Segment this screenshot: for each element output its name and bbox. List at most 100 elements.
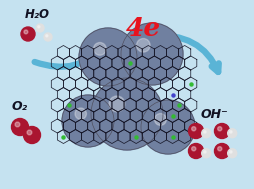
Point (102, 65, 106, 68)
Point (99, 34, 103, 37)
Point (103, 88, 107, 91)
Point (92, 108, 96, 111)
Point (71, 125, 75, 128)
Point (124, 105, 128, 108)
Point (143, 57, 147, 60)
Point (83, 51, 87, 54)
Point (149, 32, 153, 35)
Point (138, 73, 142, 76)
Point (161, 49, 165, 52)
Point (109, 47, 114, 50)
Point (130, 57, 134, 60)
Point (100, 37, 104, 40)
Point (127, 58, 131, 61)
Point (158, 128, 162, 131)
Point (94, 121, 99, 124)
Point (136, 122, 140, 125)
Point (151, 119, 155, 122)
Point (116, 98, 120, 101)
Point (137, 82, 141, 85)
Point (119, 132, 123, 135)
Point (112, 119, 116, 122)
Point (129, 67, 133, 70)
Point (156, 105, 160, 108)
Point (120, 140, 124, 143)
Point (146, 68, 150, 71)
Point (151, 42, 155, 45)
Point (179, 140, 183, 143)
Point (151, 118, 155, 121)
Point (154, 26, 158, 29)
Text: H₂O: H₂O (24, 9, 49, 22)
Point (155, 145, 159, 148)
Point (154, 25, 158, 28)
Point (85, 60, 89, 63)
Point (145, 80, 149, 83)
Point (176, 126, 180, 129)
Point (173, 134, 177, 137)
Point (146, 64, 150, 67)
Point (117, 120, 121, 123)
Point (142, 61, 146, 64)
Point (79, 139, 83, 143)
Point (102, 69, 106, 72)
Point (153, 69, 157, 72)
Point (165, 59, 169, 62)
Point (179, 136, 183, 139)
Point (135, 38, 139, 41)
Point (164, 59, 168, 62)
Point (163, 150, 167, 153)
Point (122, 89, 126, 92)
Point (115, 115, 119, 118)
Point (150, 61, 154, 64)
Point (162, 128, 166, 131)
Point (115, 102, 119, 105)
Point (128, 93, 132, 96)
Point (117, 81, 121, 84)
Point (171, 37, 176, 40)
Point (72, 102, 76, 105)
Point (158, 56, 162, 59)
Point (170, 61, 174, 64)
Point (125, 143, 129, 146)
Point (155, 105, 159, 108)
Point (128, 61, 132, 64)
Point (74, 102, 78, 105)
Point (149, 29, 153, 32)
Point (129, 135, 133, 138)
Point (174, 63, 178, 66)
Point (162, 38, 166, 41)
Point (107, 64, 111, 67)
Point (106, 118, 110, 121)
Point (106, 126, 110, 129)
Point (119, 78, 123, 81)
Point (115, 82, 119, 85)
Point (107, 74, 111, 77)
Point (154, 60, 158, 63)
Point (170, 34, 174, 37)
Point (143, 122, 147, 125)
Point (103, 132, 107, 135)
Point (147, 133, 151, 136)
Point (163, 109, 167, 112)
Point (111, 76, 115, 79)
Point (81, 66, 85, 69)
Point (150, 144, 154, 147)
Point (124, 104, 128, 107)
Point (179, 110, 183, 113)
Point (144, 135, 148, 138)
Point (131, 71, 135, 74)
Point (164, 69, 168, 72)
Point (112, 78, 116, 81)
Point (153, 71, 157, 74)
Point (174, 119, 178, 122)
Point (103, 60, 107, 63)
Point (131, 141, 135, 144)
Point (72, 128, 76, 131)
Point (121, 139, 125, 142)
Point (104, 50, 108, 53)
Point (110, 92, 115, 95)
Point (64, 126, 68, 129)
Point (120, 130, 124, 133)
Point (80, 126, 84, 129)
